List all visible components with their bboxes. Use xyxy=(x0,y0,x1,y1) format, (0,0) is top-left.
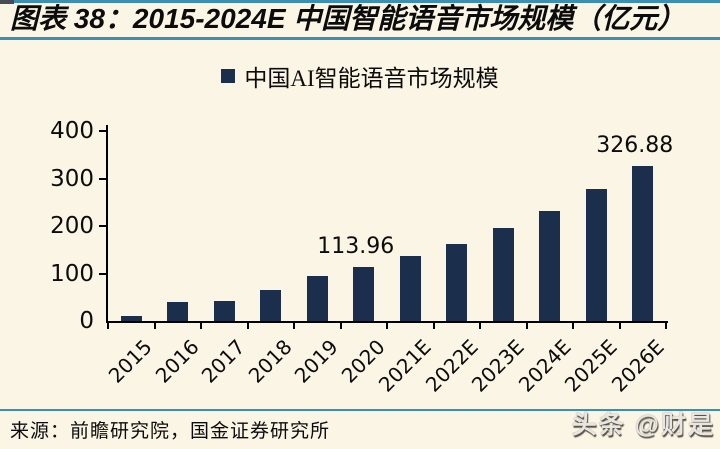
bar-value-label: 326.88 xyxy=(596,132,674,158)
x-axis-tick xyxy=(618,323,621,329)
bar xyxy=(585,189,607,321)
plot-axes xyxy=(106,125,668,323)
x-axis-tick xyxy=(432,323,435,329)
legend-marker-square xyxy=(221,69,236,83)
x-axis-tick xyxy=(200,323,202,329)
title-underline xyxy=(0,37,720,40)
y-axis-tick xyxy=(99,177,106,180)
x-axis-tick xyxy=(386,323,388,329)
bar xyxy=(260,289,282,321)
top-left-dark-segment xyxy=(0,0,14,4)
x-axis-tick xyxy=(153,323,156,329)
y-axis-tick xyxy=(99,272,106,275)
bar xyxy=(306,276,328,321)
x-axis-tick xyxy=(107,323,109,329)
y-axis-label: 300 xyxy=(50,165,94,192)
x-axis-tick xyxy=(246,323,249,329)
watermark: 头条 @财是 xyxy=(571,411,715,439)
bar xyxy=(213,301,235,321)
y-axis-label: 400 xyxy=(50,118,94,144)
x-axis-tick xyxy=(479,323,481,329)
bottom-accent-line xyxy=(0,409,720,411)
bar-value-label: 113.96 xyxy=(317,233,395,259)
bar xyxy=(399,256,421,321)
bar xyxy=(353,266,375,321)
x-axis-tick xyxy=(665,323,667,329)
figure-title: 图表 38：2015-2024E 中国智能语音市场规模（亿元） xyxy=(10,3,686,34)
chart-legend: 中国AI智能语音市场规模 xyxy=(0,61,720,91)
bar xyxy=(167,301,189,321)
x-axis-tick xyxy=(572,323,574,329)
y-axis-tick xyxy=(99,225,106,227)
bar xyxy=(446,244,468,322)
x-axis-tick xyxy=(339,323,342,329)
y-axis-label: 200 xyxy=(50,213,94,239)
y-axis-tick xyxy=(99,130,106,132)
bar xyxy=(632,165,654,321)
y-axis-label: 0 xyxy=(79,308,94,334)
source-note: 来源：前瞻研究院，国金证券研究所 xyxy=(10,421,331,442)
x-axis-tick xyxy=(293,323,295,329)
x-axis-tick xyxy=(525,323,528,329)
legend-label: 中国AI智能语音市场规模 xyxy=(244,66,499,91)
y-axis-label: 100 xyxy=(50,260,94,287)
top-accent-line xyxy=(0,0,720,3)
bar xyxy=(120,315,142,321)
bar xyxy=(539,210,561,321)
bar xyxy=(492,228,514,321)
